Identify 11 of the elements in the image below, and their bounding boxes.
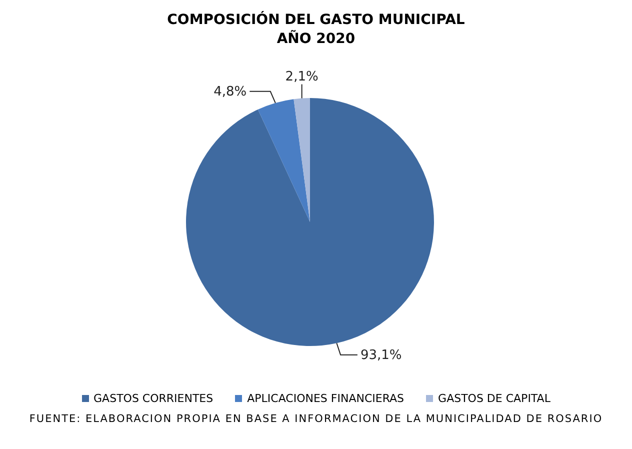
legend-label: APLICACIONES FINANCIERAS xyxy=(247,392,404,405)
source-note: FUENTE: ELABORACION PROPIA EN BASE A INFORMACION DE LA MUNICIPALIDAD DE ROSARIO xyxy=(28,413,604,425)
legend-label: GASTOS CORRIENTES xyxy=(94,392,214,405)
legend-label: GASTOS DE CAPITAL xyxy=(438,392,550,405)
pie-slice xyxy=(186,98,434,346)
data-label: 4,8% xyxy=(214,84,247,100)
pie-slice xyxy=(258,99,310,222)
pie-slice xyxy=(294,98,310,222)
data-label: 93,1% xyxy=(360,348,402,363)
data-label: 2,1% xyxy=(285,69,318,84)
chart-title: COMPOSICIÓN DEL GASTO MUNICIPAL AÑO 2020 xyxy=(166,11,466,49)
